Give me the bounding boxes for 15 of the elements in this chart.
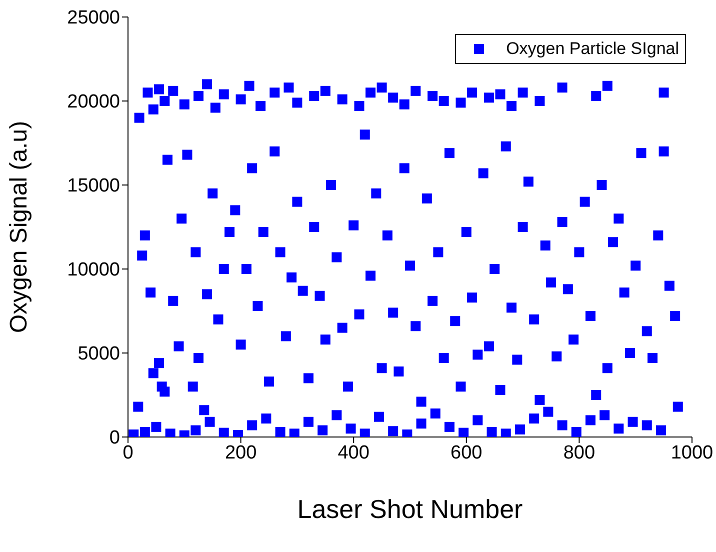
x-tick-label: 0 <box>122 442 134 464</box>
y-axis-title: Oxygen Signal (a.u) <box>6 120 33 334</box>
y-tick-label: 5000 <box>78 344 120 365</box>
x-axis-title: Laser Shot Number <box>297 494 524 524</box>
x-tick-label: 1000 <box>670 442 714 464</box>
y-tick-label: 25000 <box>67 8 120 29</box>
x-tick-label: 800 <box>563 442 596 464</box>
legend-label: Oxygen Particle SIgnal <box>506 39 679 59</box>
y-tick-label: 15000 <box>67 176 120 197</box>
y-tick-label: 0 <box>109 428 120 449</box>
x-tick-label: 200 <box>224 442 257 464</box>
y-tick-label: 20000 <box>67 92 120 113</box>
y-tick-label: 10000 <box>67 260 120 281</box>
x-tick-label: 400 <box>338 442 370 464</box>
x-tick-label: 600 <box>450 442 482 464</box>
